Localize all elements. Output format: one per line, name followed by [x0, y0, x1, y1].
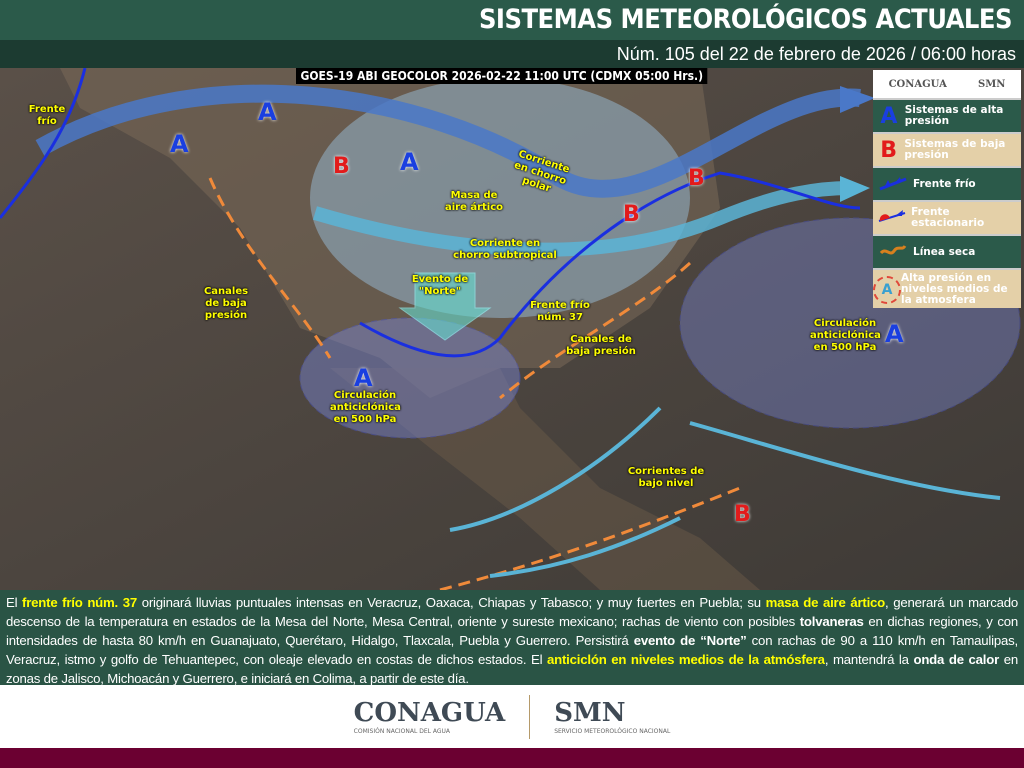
- legend-label: Frente estacionario: [911, 206, 985, 229]
- weather-map: GOES-19 ABI GEOCOLOR 2026-02-22 11:00 UT…: [0, 68, 1024, 590]
- label-troughs-east: Canales de baja presión: [566, 334, 636, 357]
- conagua-logo: CONAGUA: [888, 78, 947, 90]
- high-pressure-symbol: A: [885, 320, 904, 348]
- description-segment: en dichas regiones, y con intensidades d…: [6, 614, 1018, 648]
- smn-logo: SMN SERVICIO METEOROLÓGICO NACIONAL: [554, 698, 670, 735]
- high-pressure-symbol: A: [400, 148, 419, 176]
- description-segment: originará lluvias puntuales intensas en …: [137, 595, 766, 610]
- description-segment: anticiclón en niveles medios de la atmós…: [547, 652, 825, 667]
- legend-logos: CONAGUA SMN: [873, 70, 1021, 98]
- footer-bar: [0, 748, 1024, 768]
- description-segment: frente frío núm. 37: [22, 595, 137, 610]
- cold-front-icon: [873, 172, 913, 197]
- forecast-description: El frente frío núm. 37 originará lluvias…: [0, 590, 1024, 686]
- stationary-front-icon: [873, 206, 911, 231]
- legend-item-mid-level-high: A Alta presión en niveles medios de la at…: [873, 268, 1021, 308]
- smn-logo-text: SMN: [554, 698, 626, 728]
- label-low-level-currents: Corrientes de bajo nivel: [627, 466, 705, 489]
- smn-logo-subtitle: SERVICIO METEOROLÓGICO NACIONAL: [554, 728, 671, 735]
- label-norte-event: Evento de "Norte": [411, 274, 469, 297]
- description-segment: masa de aire ártico: [765, 595, 886, 610]
- anticyclone-west: [299, 317, 521, 439]
- label-troughs-west: Canales de baja presión: [203, 286, 249, 321]
- legend-label: Sistemas de baja presión: [904, 138, 1006, 161]
- land-central-america: [330, 368, 760, 590]
- low-pressure-symbol: B: [734, 502, 751, 527]
- conagua-logo-text: CONAGUA: [353, 698, 506, 728]
- low-level-current-1: [449, 406, 662, 532]
- description-segment: tolvaneras: [799, 614, 864, 629]
- legend-item-stationary-front: Frente estacionario: [873, 200, 1021, 234]
- arctic-air-mass: [310, 78, 690, 318]
- cold-front-37: [359, 171, 861, 358]
- logo-divider: [529, 694, 531, 739]
- low-pressure-symbol: B: [623, 202, 640, 227]
- legend-label: Frente frío: [913, 177, 976, 190]
- description-segment: con rachas de 90 a 110 km/h en Tamaulipa…: [6, 633, 1018, 667]
- mid-level-high-icon: A: [873, 275, 901, 304]
- high-pressure-symbol: A: [258, 98, 277, 126]
- high-pressure-symbol: A: [170, 130, 189, 158]
- description-segment: onda de calor: [913, 652, 1000, 667]
- satellite-caption: GOES-19 ABI GEOCOLOR 2026-02-22 11:00 UT…: [296, 68, 708, 84]
- subtropical-jet-arrow: [840, 176, 870, 202]
- label-subtropical-jet: Corriente en chorro subtropical: [453, 238, 557, 261]
- low-pressure-icon: B: [880, 137, 898, 163]
- legend-label: Sistemas de alta presión: [904, 104, 1004, 127]
- description-segment: evento de “Norte”: [633, 633, 747, 648]
- subtropical-jet-stream: [313, 181, 851, 257]
- legend-label: Línea seca: [913, 245, 976, 258]
- label-anticyclone-east: Circulación anticiclónica en 500 hPa: [810, 318, 881, 353]
- label-cold-front-37: Frente frío núm. 37: [530, 300, 590, 323]
- low-level-current-2: [489, 516, 681, 578]
- polar-jet-arrow: [840, 86, 875, 113]
- cold-front-northwest: [0, 68, 87, 219]
- legend-label: Alta presión en niveles medios de la atm…: [901, 271, 1008, 306]
- conagua-logo: CONAGUA COMISIÓN NACIONAL DEL AGUA: [354, 698, 506, 735]
- description-segment: , generará un marcado descenso de la tem…: [6, 595, 1018, 629]
- label-anticyclone-west: Circulación anticiclónica en 500 hPa: [330, 390, 401, 425]
- description-segment: , mantendrá la: [824, 652, 914, 667]
- high-pressure-symbol: A: [354, 364, 373, 392]
- bulletin-subtitle: Núm. 105 del 22 de febrero de 2026 / 06:…: [0, 40, 1024, 68]
- page-title: SISTEMAS METEOROLÓGICOS ACTUALES: [0, 0, 1024, 40]
- low-pressure-symbol: B: [688, 166, 705, 191]
- description-segment: El: [6, 595, 23, 610]
- low-level-current-3: [689, 421, 1001, 500]
- norte-event-arrow: [398, 272, 492, 341]
- low-pressure-trough-south: [439, 486, 741, 590]
- conagua-logo-subtitle: COMISIÓN NACIONAL DEL AGUA: [353, 728, 451, 735]
- map-legend: CONAGUA SMN A Sistemas de alta presión B Si…: [873, 70, 1021, 308]
- low-pressure-trough-east: [499, 261, 692, 400]
- legend-item-low: B Sistemas de baja presión: [873, 132, 1021, 166]
- footer-logos: CONAGUA COMISIÓN NACIONAL DEL AGUA SMN SER…: [0, 685, 1024, 748]
- polar-jet-stream: [35, 84, 861, 198]
- label-cold-front-nw: Frente frío: [28, 104, 66, 127]
- smn-logo: SMN: [977, 78, 1006, 90]
- legend-item-dry-line: Línea seca: [873, 234, 1021, 268]
- low-pressure-trough-west: [208, 177, 332, 359]
- dry-line-icon: [873, 240, 913, 265]
- description-segment: en zonas de Jalisco, Michoacán y Guerrer…: [6, 652, 1019, 686]
- high-pressure-icon: A: [880, 103, 898, 129]
- label-arctic-air-mass: Masa de aire ártico: [444, 190, 504, 213]
- legend-item-cold-front: Frente frío: [873, 166, 1021, 200]
- legend-item-high: A Sistemas de alta presión: [873, 98, 1021, 132]
- mid-level-high-symbol: A: [873, 275, 901, 304]
- low-pressure-symbol: B: [333, 154, 350, 179]
